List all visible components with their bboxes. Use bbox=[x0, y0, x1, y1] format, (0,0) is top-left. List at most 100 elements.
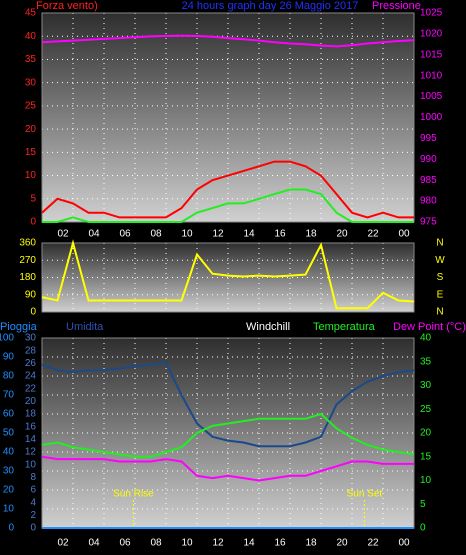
y3-tick-label: 8 bbox=[30, 472, 36, 483]
y2-tick-label: 1000 bbox=[420, 112, 443, 123]
y3-tick-label: 2 bbox=[30, 510, 36, 521]
y3-tick-label: 10 bbox=[25, 459, 37, 470]
pressure-label: Pressione bbox=[372, 0, 421, 12]
y-tick-label: 35 bbox=[25, 54, 37, 65]
y-tick-label: 0 bbox=[30, 217, 36, 228]
temperature-label: Temperatura bbox=[313, 321, 376, 333]
y2-tick-label: 40 bbox=[420, 333, 432, 344]
series-line bbox=[41, 239, 415, 310]
x-tick-label: 18 bbox=[305, 229, 317, 240]
x-tick-label: 12 bbox=[212, 229, 224, 240]
direction-label: S bbox=[437, 272, 444, 283]
plot-area bbox=[42, 13, 414, 222]
x-tick-label: 00 bbox=[398, 538, 410, 549]
y-tick-label: 180 bbox=[19, 272, 36, 283]
y3-tick-label: 4 bbox=[30, 497, 36, 508]
y3-tick-label: 20 bbox=[25, 396, 37, 407]
x-tick-label: 02 bbox=[57, 538, 69, 549]
x-tick-label: 10 bbox=[181, 229, 193, 240]
x-tick-label: 20 bbox=[336, 229, 348, 240]
plot-frame bbox=[41, 242, 415, 313]
y3-tick-label: 30 bbox=[25, 333, 37, 344]
series-line bbox=[41, 361, 415, 448]
y-tick-label: 10 bbox=[3, 504, 15, 515]
y-tick-label: 20 bbox=[25, 124, 37, 135]
y2-tick-label: 10 bbox=[420, 475, 432, 486]
y3-tick-label: 24 bbox=[25, 371, 37, 382]
series-line bbox=[41, 34, 415, 48]
humidity-label: Umidita bbox=[66, 321, 104, 333]
series-line bbox=[41, 160, 414, 219]
y3-tick-label: 14 bbox=[25, 434, 37, 445]
y2-tick-label: 985 bbox=[420, 175, 437, 186]
direction-label: W bbox=[435, 255, 445, 266]
y-tick-label: 45 bbox=[25, 8, 37, 19]
y2-tick-label: 1025 bbox=[420, 8, 443, 19]
y-tick-label: 5 bbox=[30, 193, 36, 204]
y2-tick-label: 1020 bbox=[420, 29, 443, 40]
x-tick-label: 04 bbox=[88, 538, 100, 549]
y-tick-label: 270 bbox=[19, 255, 36, 266]
x-tick-label: 06 bbox=[119, 229, 131, 240]
wind-label: Forza vento) bbox=[36, 0, 98, 12]
y2-tick-label: 1015 bbox=[420, 49, 443, 60]
y2-tick-label: 20 bbox=[420, 428, 432, 439]
x-tick-label: 22 bbox=[367, 229, 379, 240]
y-tick-label: 70 bbox=[3, 390, 15, 401]
y3-tick-label: 16 bbox=[25, 421, 37, 432]
chart-title: 24 hours graph day 26 Maggio 2017 bbox=[182, 0, 359, 12]
y-tick-label: 15 bbox=[25, 147, 37, 158]
y2-tick-label: 25 bbox=[420, 404, 432, 415]
y-tick-label: 20 bbox=[3, 485, 15, 496]
y3-tick-label: 28 bbox=[25, 345, 37, 356]
y-tick-label: 30 bbox=[25, 77, 37, 88]
x-tick-label: 14 bbox=[243, 538, 255, 549]
x-tick-label: 08 bbox=[150, 229, 162, 240]
y3-tick-label: 18 bbox=[25, 409, 37, 420]
y2-tick-label: 975 bbox=[420, 217, 437, 228]
x-tick-label: 12 bbox=[212, 538, 224, 549]
y-tick-label: 40 bbox=[3, 447, 15, 458]
y2-tick-label: 5 bbox=[420, 499, 426, 510]
x-tick-label: 16 bbox=[274, 538, 286, 549]
sun-label: Sun Set bbox=[347, 489, 383, 500]
direction-label: E bbox=[437, 289, 444, 300]
y-tick-label: 360 bbox=[19, 238, 36, 249]
y-tick-label: 50 bbox=[3, 428, 15, 439]
direction-label: N bbox=[436, 307, 443, 318]
y2-tick-label: 980 bbox=[420, 196, 437, 207]
y2-tick-label: 1010 bbox=[420, 70, 443, 81]
y-tick-label: 90 bbox=[3, 352, 15, 363]
x-tick-label: 22 bbox=[367, 538, 379, 549]
x-tick-label: 20 bbox=[336, 538, 348, 549]
sun-label: Sun Rise bbox=[113, 489, 154, 500]
y2-tick-label: 1005 bbox=[420, 91, 443, 102]
y2-tick-label: 995 bbox=[420, 133, 437, 144]
y3-tick-label: 26 bbox=[25, 358, 37, 369]
series-line bbox=[42, 188, 414, 223]
y3-tick-label: 6 bbox=[30, 485, 36, 496]
dewpoint-label: Dew Point (°C) bbox=[393, 321, 466, 333]
series-line bbox=[41, 412, 415, 458]
y-tick-label: 10 bbox=[25, 170, 37, 181]
y2-tick-label: 0 bbox=[420, 523, 426, 534]
series-line bbox=[41, 455, 414, 482]
y-tick-label: 0 bbox=[30, 307, 36, 318]
y-tick-label: 40 bbox=[25, 31, 37, 42]
x-tick-label: 10 bbox=[181, 538, 193, 549]
direction-label: N bbox=[436, 238, 443, 249]
y-tick-label: 60 bbox=[3, 409, 15, 420]
y-tick-label: 100 bbox=[0, 333, 14, 344]
y-tick-label: 30 bbox=[3, 466, 15, 477]
y2-tick-label: 990 bbox=[420, 154, 437, 165]
plot-frame bbox=[41, 12, 415, 223]
x-tick-label: 14 bbox=[243, 229, 255, 240]
y-tick-label: 0 bbox=[8, 523, 14, 534]
y2-tick-label: 30 bbox=[420, 380, 432, 391]
rain-label: Pioggia bbox=[0, 321, 38, 333]
x-tick-label: 00 bbox=[398, 229, 410, 240]
x-tick-label: 04 bbox=[88, 229, 100, 240]
x-tick-label: 16 bbox=[274, 229, 286, 240]
y-tick-label: 90 bbox=[25, 289, 37, 300]
